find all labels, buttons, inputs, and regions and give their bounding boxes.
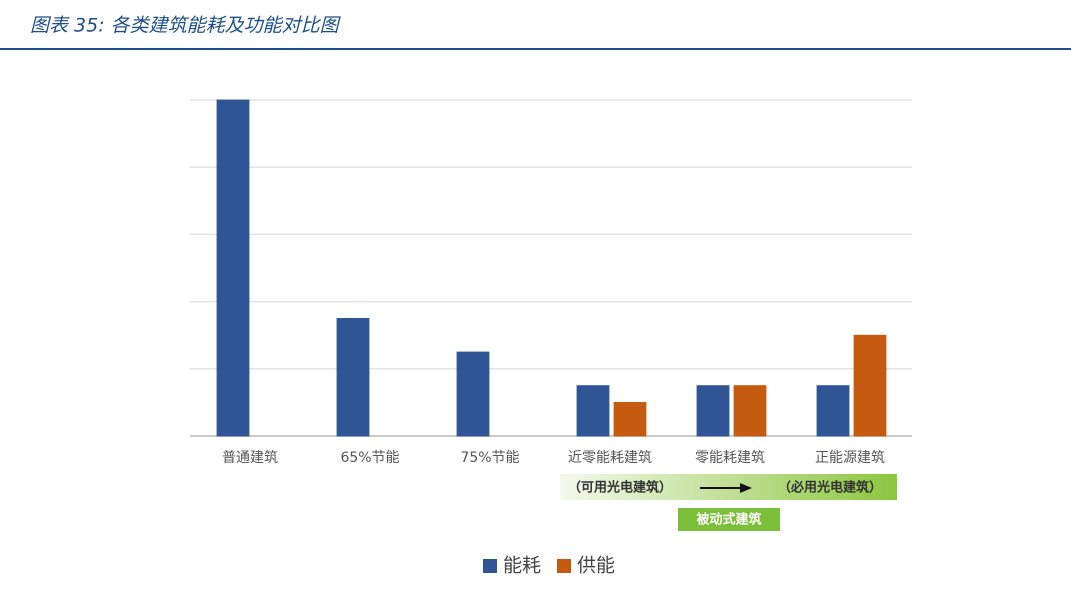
bar — [853, 334, 887, 437]
x-tick-label: 零能耗建筑 — [695, 450, 765, 466]
legend-label: 供能 — [577, 555, 615, 577]
legend-swatch — [483, 559, 497, 573]
x-tick-label: 75%节能 — [460, 450, 519, 466]
x-tick-label: 近零能耗建筑 — [568, 450, 652, 466]
x-tick-label: 普通建筑 — [222, 450, 278, 466]
annotation: （必用光电建筑） — [778, 480, 882, 496]
chart-title: 图表 35: 各类建筑能耗及功能对比图 — [30, 15, 342, 37]
x-tick-label: 65%节能 — [340, 450, 399, 466]
bar — [456, 351, 490, 437]
legend-label: 能耗 — [503, 555, 541, 577]
annotation-box — [678, 508, 780, 531]
bar — [613, 401, 647, 437]
bar — [733, 385, 767, 437]
annotation: （可用光电建筑） — [568, 480, 672, 496]
bar — [816, 385, 850, 437]
legend-swatch — [557, 559, 571, 573]
annotation: 被动式建筑 — [695, 512, 761, 528]
arrow-head — [740, 483, 752, 493]
x-tick-label: 正能源建筑 — [815, 450, 885, 466]
bar — [336, 317, 370, 437]
bar — [216, 99, 250, 437]
bar — [576, 385, 610, 437]
bar — [696, 385, 730, 437]
